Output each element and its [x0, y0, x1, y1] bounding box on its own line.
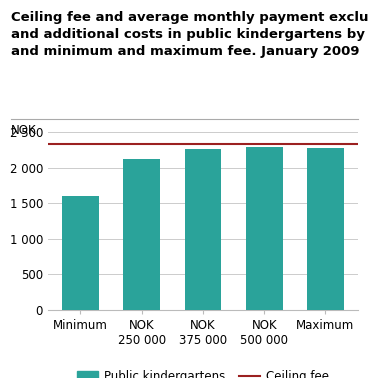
- Bar: [246, 147, 283, 310]
- Legend: Public kindergartens, Ceiling fee: Public kindergartens, Ceiling fee: [72, 366, 334, 378]
- Bar: [62, 196, 99, 310]
- Text: NOK: NOK: [11, 124, 37, 137]
- Bar: [123, 159, 160, 310]
- Bar: [184, 149, 221, 310]
- Text: Ceiling fee and average monthly payment excluded. Food
and additional costs in p: Ceiling fee and average monthly payment …: [11, 11, 369, 58]
- Bar: [307, 148, 344, 310]
